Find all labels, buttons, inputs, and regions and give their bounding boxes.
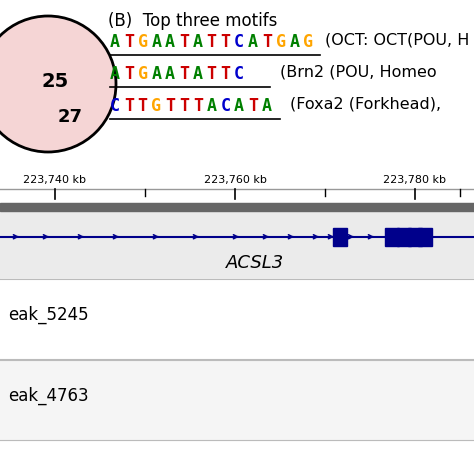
Circle shape xyxy=(0,16,116,152)
Text: A: A xyxy=(193,65,203,83)
Text: 223,760 kb: 223,760 kb xyxy=(203,175,266,185)
Text: T: T xyxy=(220,33,230,51)
Text: 25: 25 xyxy=(41,72,69,91)
Bar xyxy=(0,203,474,278)
Text: T: T xyxy=(207,65,217,83)
Bar xyxy=(0,203,474,211)
Text: A: A xyxy=(110,33,120,51)
Text: ACSL3: ACSL3 xyxy=(226,254,284,272)
Text: T: T xyxy=(124,33,134,51)
Text: A: A xyxy=(290,33,300,51)
Bar xyxy=(418,228,432,246)
Text: T: T xyxy=(179,97,189,115)
Text: A: A xyxy=(193,33,203,51)
Text: eak_4763: eak_4763 xyxy=(8,387,89,405)
Text: G: G xyxy=(275,33,286,51)
Text: (OCT: OCT(POU, H: (OCT: OCT(POU, H xyxy=(325,33,469,47)
Text: A: A xyxy=(262,97,272,115)
Text: C: C xyxy=(220,97,230,115)
Text: A: A xyxy=(165,65,175,83)
Bar xyxy=(408,228,422,246)
Text: T: T xyxy=(193,97,203,115)
Text: (Foxa2 (Forkhead),: (Foxa2 (Forkhead), xyxy=(290,97,441,111)
Text: T: T xyxy=(220,65,230,83)
Text: A: A xyxy=(151,65,162,83)
Text: G: G xyxy=(137,65,147,83)
Text: 27: 27 xyxy=(57,108,82,126)
Text: (Brn2 (POU, Homeo: (Brn2 (POU, Homeo xyxy=(280,64,437,80)
Text: G: G xyxy=(151,97,162,115)
Text: C: C xyxy=(234,33,244,51)
Bar xyxy=(397,228,411,246)
Bar xyxy=(0,279,474,359)
Text: G: G xyxy=(303,33,313,51)
Bar xyxy=(0,360,474,440)
Text: C: C xyxy=(110,97,120,115)
Text: 223,780 kb: 223,780 kb xyxy=(383,175,447,185)
Text: A: A xyxy=(207,97,217,115)
Text: A: A xyxy=(151,33,162,51)
Text: A: A xyxy=(165,33,175,51)
Text: T: T xyxy=(262,33,272,51)
Text: T: T xyxy=(124,97,134,115)
Text: (B)  Top three motifs: (B) Top three motifs xyxy=(108,12,277,30)
Text: A: A xyxy=(234,97,244,115)
Text: T: T xyxy=(124,65,134,83)
Text: A: A xyxy=(248,33,258,51)
Text: T: T xyxy=(179,33,189,51)
Bar xyxy=(333,228,347,246)
Text: G: G xyxy=(137,33,147,51)
Text: T: T xyxy=(179,65,189,83)
Text: A: A xyxy=(110,65,120,83)
Text: T: T xyxy=(248,97,258,115)
Text: C: C xyxy=(234,65,244,83)
Text: T: T xyxy=(207,33,217,51)
Text: T: T xyxy=(137,97,147,115)
Text: T: T xyxy=(165,97,175,115)
Text: 223,740 kb: 223,740 kb xyxy=(24,175,86,185)
Bar xyxy=(385,228,399,246)
Text: eak_5245: eak_5245 xyxy=(8,306,89,324)
